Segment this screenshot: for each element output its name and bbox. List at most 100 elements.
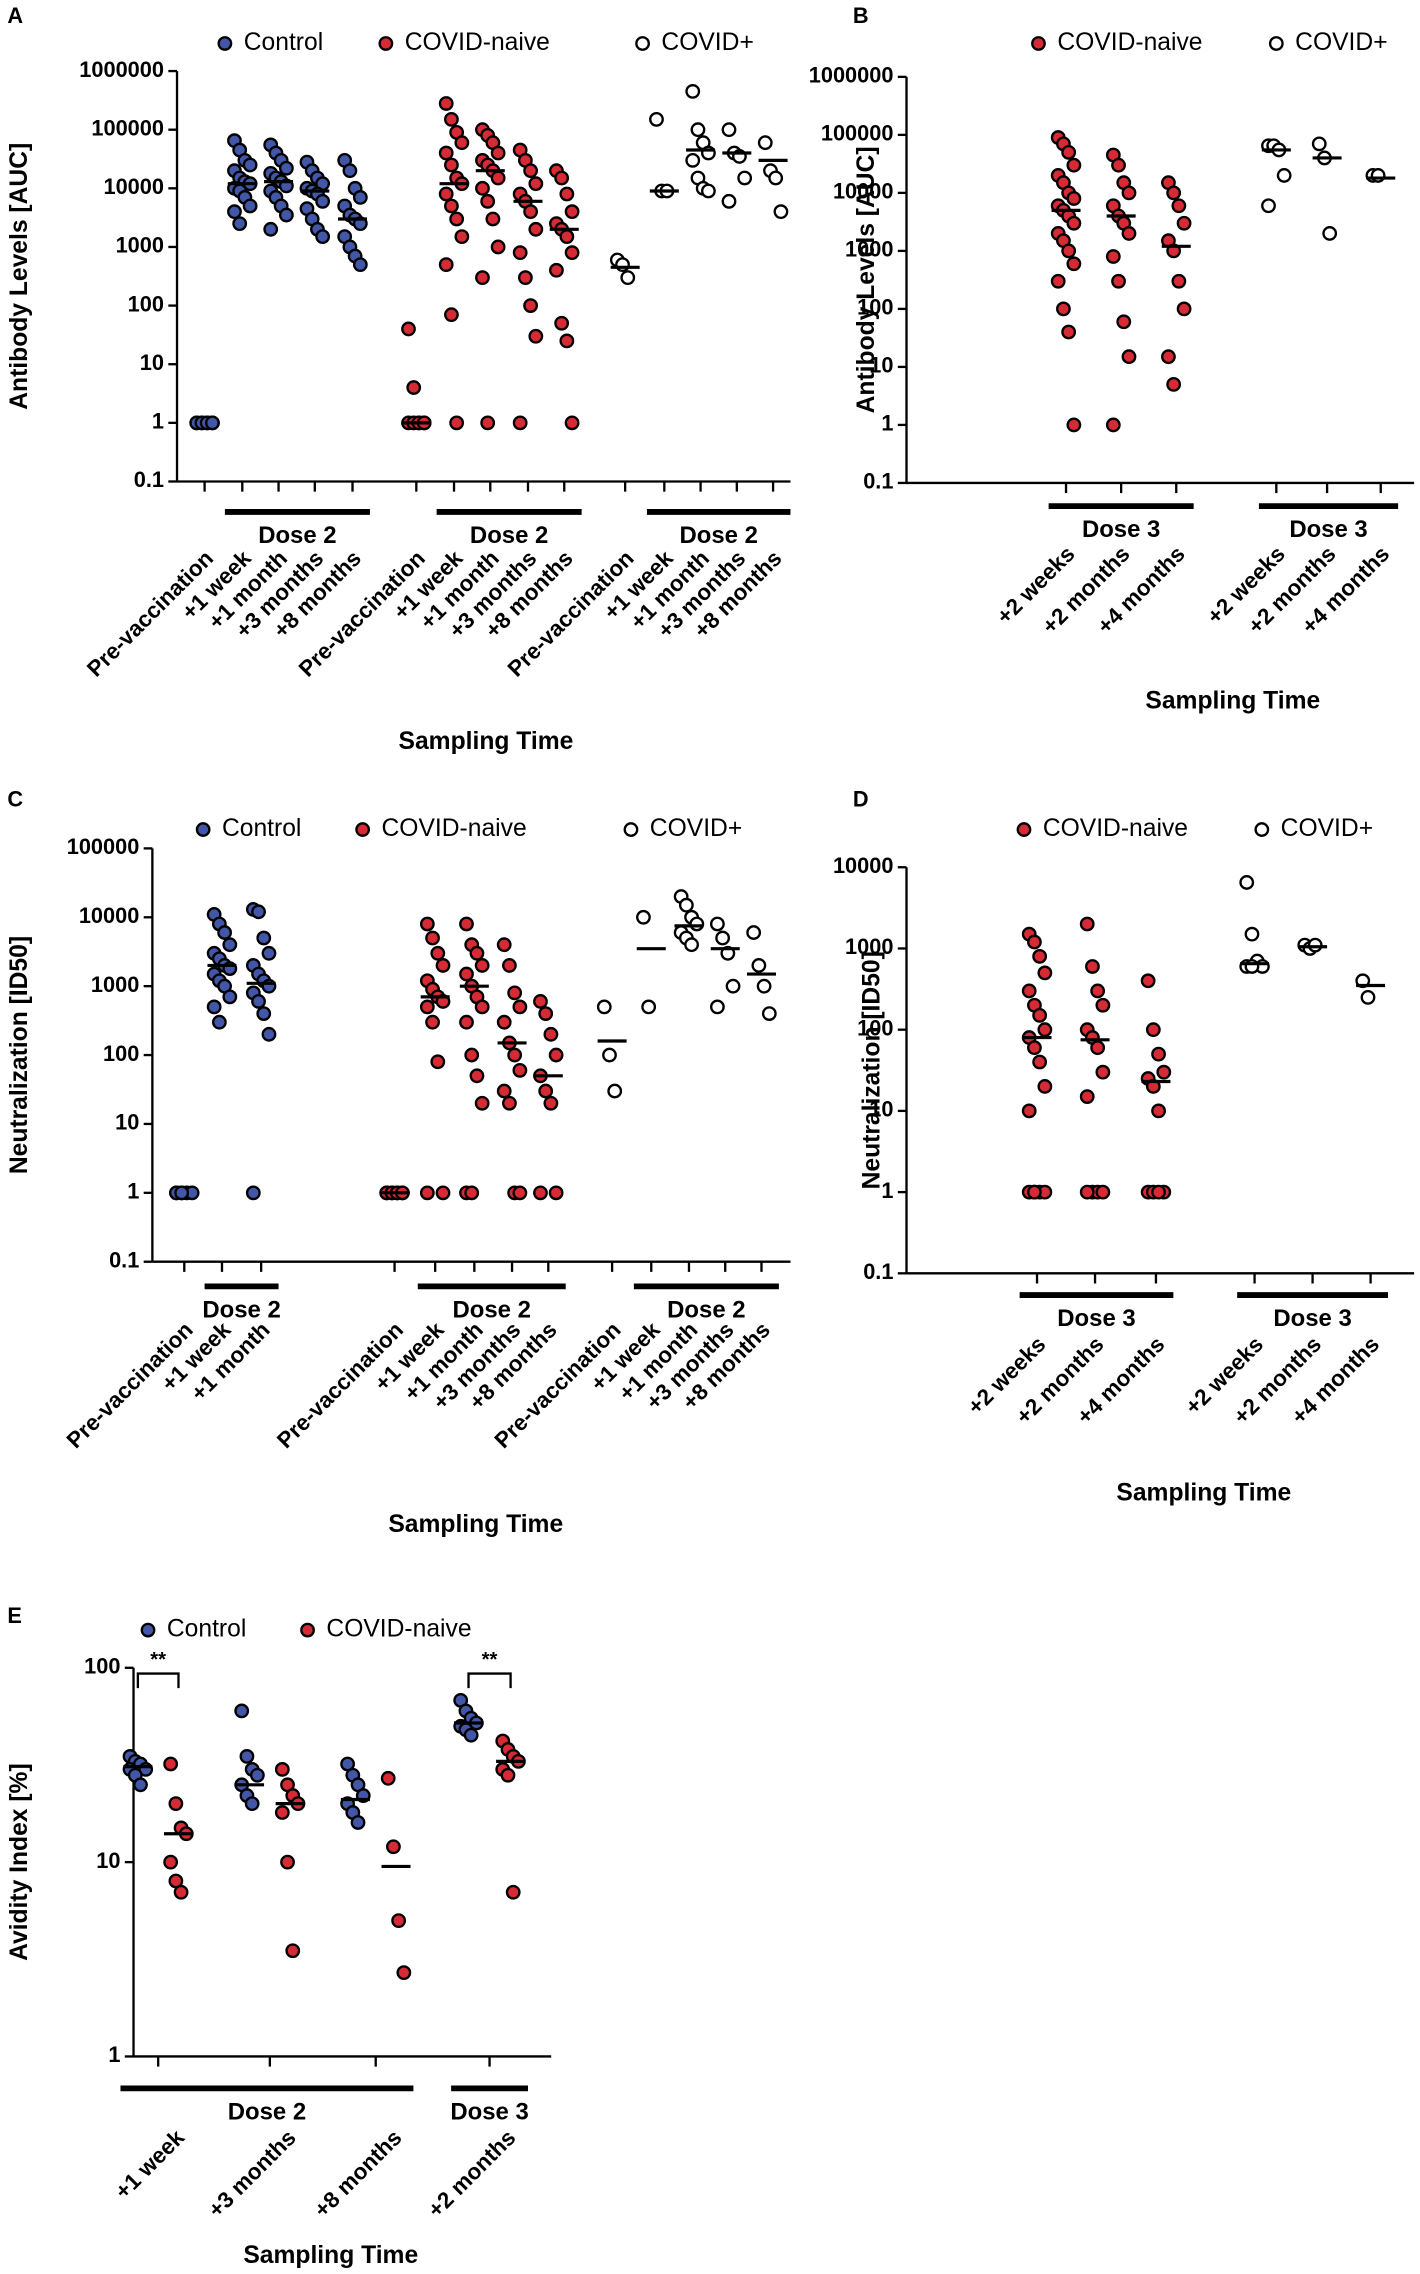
- data-point: [454, 135, 470, 151]
- data-point: [485, 211, 501, 227]
- data-point: [1066, 215, 1082, 231]
- data-point: [721, 122, 737, 138]
- data-point: [1037, 965, 1053, 981]
- data-point: [596, 999, 612, 1015]
- y-tick-label: 10000: [103, 174, 163, 199]
- x-tick-label: +1 week: [110, 2124, 189, 2203]
- y-tick-label: 1: [881, 411, 893, 436]
- data-point: [1166, 185, 1182, 201]
- y-tick-label: 10000: [833, 179, 893, 204]
- legend-label: Control: [222, 815, 301, 842]
- data-point: [1370, 168, 1386, 183]
- data-point: [352, 190, 368, 205]
- significance-label: **: [482, 1649, 498, 1671]
- data-point: [1121, 349, 1137, 365]
- bracket-label: Dose 2: [258, 522, 336, 549]
- data-point: [419, 999, 435, 1015]
- data-point: [419, 916, 435, 932]
- data-point: [444, 307, 459, 323]
- data-point: [1050, 273, 1066, 289]
- data-point: [249, 1767, 265, 1783]
- data-point: [1090, 983, 1106, 999]
- data-point: [315, 229, 331, 245]
- data-point: [1061, 144, 1077, 160]
- legend-label: COVID+: [1295, 29, 1387, 56]
- legend-marker: [635, 36, 650, 51]
- data-point: [315, 193, 331, 209]
- significance-label: **: [150, 1649, 166, 1671]
- data-point: [350, 1815, 366, 1830]
- data-point: [701, 183, 716, 199]
- y-tick-label: 1000: [845, 934, 893, 959]
- data-point: [1140, 973, 1156, 989]
- bracket-label: Dose 2: [453, 1296, 531, 1323]
- data-point: [1027, 1040, 1042, 1056]
- data-point: [480, 193, 496, 209]
- y-tick-label: 1: [881, 1178, 893, 1203]
- data-point: [636, 909, 651, 925]
- bracket-label: Dose 3: [1057, 1305, 1135, 1332]
- data-point: [538, 1083, 554, 1099]
- data-point: [751, 958, 767, 973]
- data-point: [757, 135, 773, 151]
- data-point: [1322, 226, 1338, 241]
- data-point: [1027, 934, 1042, 950]
- panel-letter: D: [853, 786, 869, 811]
- data-point: [232, 216, 248, 232]
- data-point: [1261, 198, 1276, 214]
- data-point: [490, 145, 506, 161]
- legend-marker: [1016, 822, 1032, 837]
- data-point: [773, 204, 789, 220]
- legend-label: Control: [167, 1616, 246, 1643]
- y-tick-label: 100000: [91, 115, 164, 140]
- data-point: [211, 1014, 227, 1030]
- data-point: [342, 163, 358, 179]
- data-point: [710, 999, 725, 1015]
- data-point: [1079, 1184, 1095, 1200]
- data-point: [725, 978, 741, 994]
- y-axis-label: Antibody Levels [AUC]: [6, 143, 33, 410]
- legend-label: Control: [244, 29, 323, 56]
- data-point: [278, 160, 294, 176]
- data-point: [256, 1006, 272, 1021]
- y-tick-label: 100000: [821, 121, 894, 146]
- data-point: [1121, 226, 1137, 241]
- data-point: [548, 1185, 564, 1201]
- data-point: [512, 245, 528, 261]
- data-point: [280, 1854, 295, 1870]
- data-point: [689, 916, 705, 932]
- data-point: [1090, 1040, 1106, 1056]
- data-point: [1111, 273, 1126, 289]
- data-point: [222, 937, 238, 953]
- data-point: [1145, 1022, 1161, 1038]
- data-point: [217, 925, 232, 940]
- data-point: [444, 198, 459, 214]
- data-point: [430, 1054, 446, 1070]
- data-point: [507, 1047, 523, 1063]
- legend-marker: [217, 36, 233, 51]
- data-point: [222, 989, 238, 1005]
- data-point: [1116, 314, 1132, 330]
- y-tick-label: 0.1: [109, 1247, 139, 1272]
- data-point: [205, 415, 220, 431]
- bracket-label: Dose 2: [470, 522, 548, 549]
- y-tick-label: 10: [140, 350, 164, 375]
- data-point: [548, 1047, 564, 1063]
- data-point: [438, 186, 454, 202]
- data-point: [396, 1965, 412, 1981]
- legend-marker: [1254, 822, 1270, 837]
- data-point: [684, 937, 699, 953]
- data-point: [1111, 157, 1126, 173]
- data-point: [721, 193, 737, 209]
- data-point: [419, 1185, 435, 1201]
- data-point: [435, 958, 451, 973]
- data-point: [512, 1185, 528, 1201]
- legend-marker: [378, 36, 394, 51]
- panel-letter: E: [7, 1603, 22, 1628]
- y-tick-label: 100: [84, 1654, 120, 1679]
- legend-marker: [195, 822, 211, 837]
- data-point: [261, 945, 277, 961]
- data-point: [1307, 937, 1323, 953]
- legend-label: COVID+: [661, 29, 753, 56]
- data-point: [523, 163, 538, 179]
